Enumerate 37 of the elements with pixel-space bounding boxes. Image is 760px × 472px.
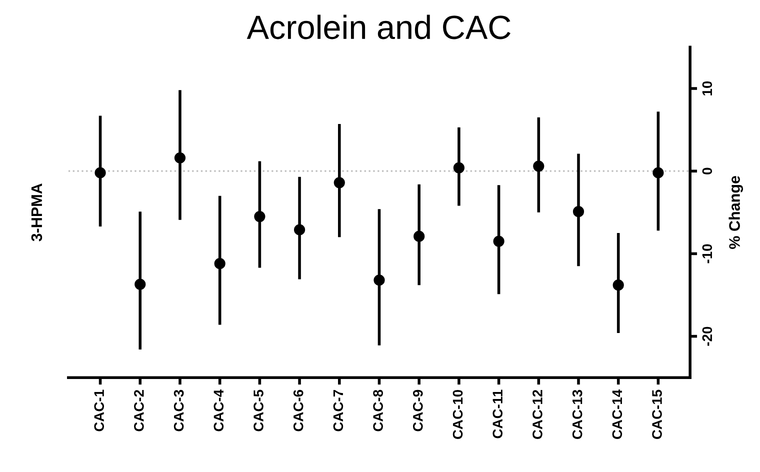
point <box>94 167 106 178</box>
y-tick-label: 10 <box>702 81 712 96</box>
x-tick-label: CAC-13 <box>572 390 582 439</box>
point <box>334 177 345 188</box>
x-tick-label: CAC-12 <box>532 390 542 439</box>
x-tick-label: CAC-3 <box>174 390 184 432</box>
point <box>174 152 186 164</box>
point <box>612 280 624 291</box>
x-tick-label: CAC-2 <box>134 390 144 432</box>
point <box>254 210 266 222</box>
point <box>453 162 464 174</box>
point <box>374 274 385 286</box>
point <box>294 224 306 236</box>
x-tick-label: CAC-4 <box>214 389 224 432</box>
point <box>134 278 146 290</box>
point <box>214 258 226 270</box>
x-tick-label: CAC-10 <box>452 390 463 439</box>
x-tick-label: CAC-7 <box>333 390 344 432</box>
point <box>493 236 504 247</box>
text: 3-HPMA <box>31 184 42 242</box>
x-tick-label: CAC-5 <box>254 390 264 432</box>
point <box>652 167 664 178</box>
chart-title: Acrolein and CAC <box>246 14 510 40</box>
y-tick-label: -10 <box>702 244 712 264</box>
x-tick-label: CAC-1 <box>94 390 104 432</box>
x-tick-label: CAC-9 <box>412 390 423 432</box>
point <box>533 160 544 172</box>
x-tick-label: CAC-15 <box>652 390 662 439</box>
point <box>572 206 584 218</box>
x-tick-label: CAC-11 <box>492 390 503 438</box>
x-tick-label: CAC-6 <box>293 390 304 432</box>
point <box>414 230 425 242</box>
x-tick-label: CAC-14 <box>612 389 622 439</box>
x-tick-label: CAC-8 <box>373 390 383 432</box>
y-axis-title: % Change <box>728 176 744 249</box>
y-tick-label: -20 <box>702 326 712 346</box>
y-tick-label: 0 <box>702 168 712 174</box>
